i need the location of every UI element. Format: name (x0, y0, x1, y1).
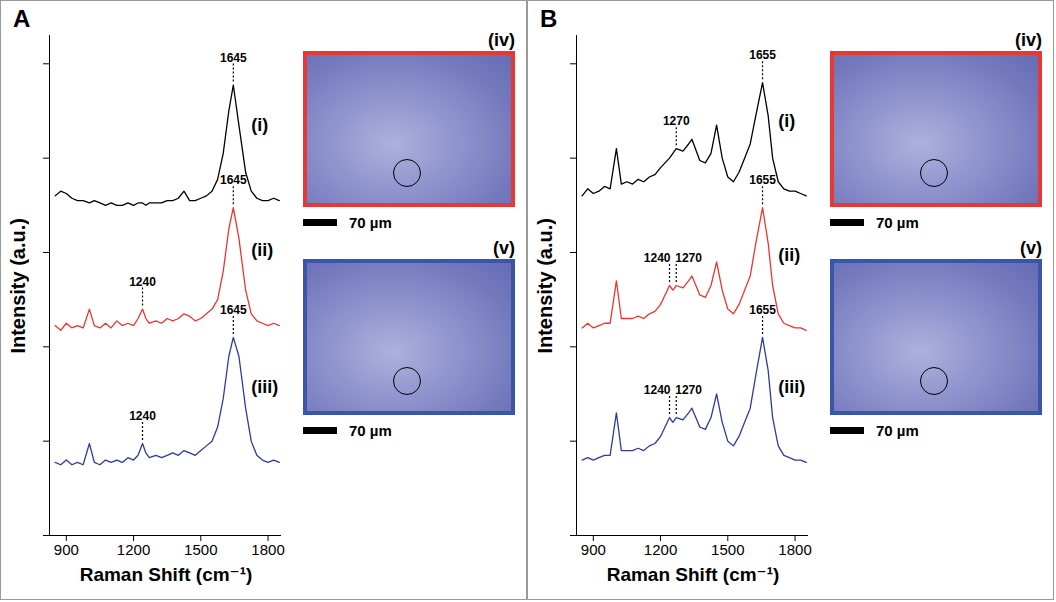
html-text:(iv): (iv) (488, 30, 515, 50)
html-text:(iv): (iv) (1015, 30, 1042, 50)
svg-text:1270: 1270 (675, 251, 702, 265)
svg-text:1500: 1500 (184, 541, 217, 558)
html-text:Intensity (a.u.): Intensity (a.u.) (6, 218, 29, 354)
svg-text:1645: 1645 (220, 173, 247, 187)
svg-text:1200: 1200 (117, 541, 150, 558)
svg-text:1270: 1270 (663, 114, 690, 128)
html-text:(v): (v) (1020, 238, 1042, 258)
svg-text:900: 900 (581, 541, 606, 558)
svg-text:(iii): (iii) (778, 377, 805, 397)
svg-text:(ii): (ii) (778, 245, 800, 265)
html-text:70 µm: 70 µm (876, 213, 919, 231)
svg-text:1270: 1270 (675, 383, 702, 397)
svg-text:1645: 1645 (220, 303, 247, 317)
svg-text:1800: 1800 (251, 541, 284, 558)
svg-text:1240: 1240 (644, 251, 671, 265)
svg-text:(i): (i) (251, 115, 268, 135)
svg-text:1800: 1800 (778, 541, 811, 558)
svg-text:1240: 1240 (129, 409, 156, 423)
html-text:70 µm: 70 µm (349, 213, 392, 231)
svg-text:1240: 1240 (129, 275, 156, 289)
svg-text:1655: 1655 (749, 48, 776, 62)
svg-text:1655: 1655 (749, 303, 776, 317)
html-text:(v): (v) (493, 238, 515, 258)
html-text:A: A (13, 5, 31, 32)
svg-text:(iii): (iii) (251, 377, 278, 397)
svg-text:900: 900 (54, 541, 79, 558)
html-text:70 µm: 70 µm (876, 421, 919, 439)
html-text:70 µm: 70 µm (349, 421, 392, 439)
svg-text:1645: 1645 (220, 51, 247, 65)
svg-text:1655: 1655 (749, 173, 776, 187)
html-text:Raman Shift (cm⁻¹): Raman Shift (cm⁻¹) (79, 564, 253, 585)
svg-text:1200: 1200 (644, 541, 677, 558)
html-text:B: B (540, 5, 558, 32)
html-text:Intensity (a.u.): Intensity (a.u.) (533, 218, 556, 354)
html-text:Raman Shift (cm⁻¹): Raman Shift (cm⁻¹) (606, 564, 780, 585)
svg-text:1500: 1500 (711, 541, 744, 558)
svg-text:(i): (i) (778, 111, 795, 131)
svg-text:1240: 1240 (644, 383, 671, 397)
svg-text:(ii): (ii) (251, 240, 273, 260)
